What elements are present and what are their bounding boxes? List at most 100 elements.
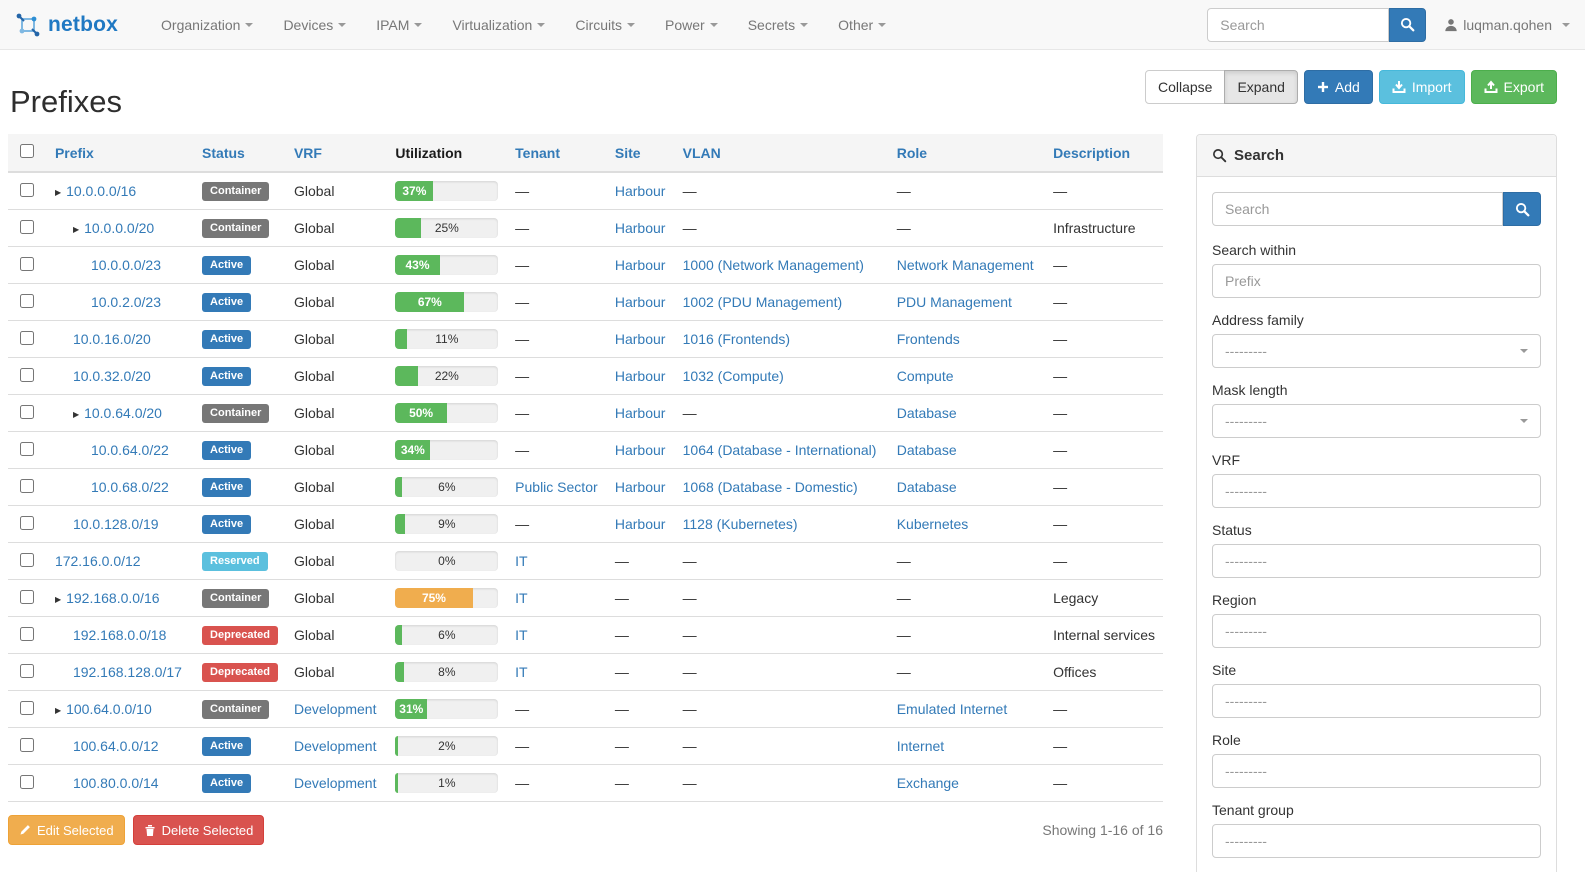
expand-arrow-icon[interactable] bbox=[55, 706, 61, 715]
mask-length-select[interactable]: --------- bbox=[1212, 404, 1541, 438]
status-badge[interactable]: Active bbox=[202, 330, 252, 349]
prefix-link[interactable]: 10.0.0.0/23 bbox=[90, 257, 161, 273]
prefix-link[interactable]: 10.0.68.0/22 bbox=[90, 479, 169, 495]
row-checkbox[interactable] bbox=[20, 182, 34, 197]
site-cell[interactable]: Harbour bbox=[614, 331, 666, 347]
delete-selected-button[interactable]: Delete Selected bbox=[132, 815, 265, 845]
expand-arrow-icon[interactable] bbox=[55, 595, 61, 604]
expand-arrow-icon[interactable] bbox=[73, 225, 79, 234]
row-checkbox[interactable] bbox=[20, 367, 34, 382]
select-all-checkbox[interactable] bbox=[20, 144, 34, 158]
vlan-cell[interactable]: 1016 (Frontends) bbox=[682, 331, 791, 347]
row-checkbox[interactable] bbox=[20, 774, 34, 789]
row-checkbox[interactable] bbox=[20, 626, 34, 641]
site-cell[interactable]: Harbour bbox=[614, 405, 666, 421]
add-button[interactable]: Add bbox=[1303, 70, 1373, 104]
expand-button[interactable]: Expand bbox=[1224, 70, 1298, 104]
vlan-cell[interactable]: 1032 (Compute) bbox=[682, 368, 784, 384]
nav-menu-power[interactable]: Power bbox=[650, 0, 733, 50]
tenant-cell[interactable]: IT bbox=[515, 590, 528, 606]
nav-menu-organization[interactable]: Organization bbox=[146, 0, 268, 50]
role-cell[interactable]: Network Management bbox=[896, 257, 1034, 273]
vlan-cell[interactable]: 1000 (Network Management) bbox=[682, 257, 864, 273]
prefix-link[interactable]: 100.80.0.0/14 bbox=[72, 775, 159, 791]
nav-menu-devices[interactable]: Devices bbox=[268, 0, 361, 50]
nav-menu-circuits[interactable]: Circuits bbox=[560, 0, 650, 50]
status-badge[interactable]: Reserved bbox=[202, 552, 268, 571]
prefix-link[interactable]: 10.0.64.0/20 bbox=[84, 405, 162, 421]
column-header-description[interactable]: Description bbox=[1045, 134, 1163, 173]
status-badge[interactable]: Active bbox=[202, 774, 252, 793]
role-cell[interactable]: Emulated Internet bbox=[896, 701, 1008, 717]
role-select[interactable]: --------- bbox=[1212, 754, 1541, 788]
expand-arrow-icon[interactable] bbox=[55, 188, 61, 197]
site-cell[interactable]: Harbour bbox=[614, 183, 666, 199]
site-cell[interactable]: Harbour bbox=[614, 516, 666, 532]
sidebar-search-input[interactable] bbox=[1212, 192, 1503, 226]
tenant-group-select[interactable]: --------- bbox=[1212, 824, 1541, 858]
status-badge[interactable]: Active bbox=[202, 441, 252, 460]
site-select[interactable]: --------- bbox=[1212, 684, 1541, 718]
column-header-prefix[interactable]: Prefix bbox=[46, 134, 195, 173]
status-badge[interactable]: Active bbox=[202, 737, 252, 756]
import-button[interactable]: Import bbox=[1378, 70, 1465, 104]
vrf-cell[interactable]: Development bbox=[293, 775, 377, 791]
prefix-link[interactable]: 172.16.0.0/12 bbox=[54, 553, 141, 569]
export-button[interactable]: Export bbox=[1470, 70, 1557, 104]
status-badge[interactable]: Active bbox=[202, 293, 252, 312]
prefix-link[interactable]: 100.64.0.0/10 bbox=[66, 701, 152, 717]
role-cell[interactable]: Frontends bbox=[896, 331, 960, 347]
role-cell[interactable]: Compute bbox=[896, 368, 954, 384]
status-badge[interactable]: Container bbox=[202, 219, 270, 238]
tenant-cell[interactable]: Public Sector bbox=[515, 479, 598, 495]
netbox-logo[interactable]: netbox bbox=[15, 12, 118, 38]
column-header-status[interactable]: Status bbox=[194, 134, 286, 173]
nav-menu-secrets[interactable]: Secrets bbox=[733, 0, 823, 50]
prefix-link[interactable]: 100.64.0.0/12 bbox=[72, 738, 159, 754]
prefix-link[interactable]: 10.0.2.0/23 bbox=[90, 294, 161, 310]
row-checkbox[interactable] bbox=[20, 219, 34, 234]
role-cell[interactable]: Database bbox=[896, 442, 957, 458]
expand-arrow-icon[interactable] bbox=[73, 410, 79, 419]
status-badge[interactable]: Active bbox=[202, 478, 252, 497]
row-checkbox[interactable] bbox=[20, 663, 34, 678]
row-checkbox[interactable] bbox=[20, 589, 34, 604]
prefix-link[interactable]: 192.168.0.0/16 bbox=[66, 590, 160, 606]
navbar-search-button[interactable] bbox=[1389, 7, 1427, 42]
column-header-vlan[interactable]: VLAN bbox=[674, 134, 889, 173]
row-checkbox[interactable] bbox=[20, 404, 34, 419]
prefix-link[interactable]: 10.0.0.0/16 bbox=[66, 183, 137, 199]
row-checkbox[interactable] bbox=[20, 293, 34, 308]
prefix-link[interactable]: 10.0.32.0/20 bbox=[72, 368, 151, 384]
vrf-select[interactable]: --------- bbox=[1212, 474, 1541, 508]
tenant-cell[interactable]: IT bbox=[515, 664, 528, 680]
nav-menu-virtualization[interactable]: Virtualization bbox=[437, 0, 560, 50]
vlan-cell[interactable]: 1068 (Database - Domestic) bbox=[682, 479, 858, 495]
edit-selected-button[interactable]: Edit Selected bbox=[8, 815, 125, 845]
vlan-cell[interactable]: 1128 (Kubernetes) bbox=[682, 516, 798, 532]
vrf-cell[interactable]: Development bbox=[293, 701, 377, 717]
status-badge[interactable]: Active bbox=[202, 515, 252, 534]
prefix-link[interactable]: 192.168.128.0/17 bbox=[72, 664, 182, 680]
status-badge[interactable]: Active bbox=[202, 367, 252, 386]
prefix-link[interactable]: 10.0.64.0/22 bbox=[90, 442, 169, 458]
tenant-cell[interactable]: IT bbox=[515, 553, 528, 569]
tenant-cell[interactable]: IT bbox=[515, 627, 528, 643]
prefix-link[interactable]: 192.168.0.0/18 bbox=[72, 627, 167, 643]
nav-menu-ipam[interactable]: IPAM bbox=[361, 0, 437, 50]
site-cell[interactable]: Harbour bbox=[614, 220, 666, 236]
collapse-button[interactable]: Collapse bbox=[1144, 70, 1226, 104]
site-cell[interactable]: Harbour bbox=[614, 479, 666, 495]
row-checkbox[interactable] bbox=[20, 552, 34, 567]
sidebar-search-button[interactable] bbox=[1503, 192, 1541, 226]
status-badge[interactable]: Container bbox=[202, 700, 270, 719]
row-checkbox[interactable] bbox=[20, 256, 34, 271]
status-badge[interactable]: Container bbox=[202, 589, 270, 608]
vlan-cell[interactable]: 1064 (Database - International) bbox=[682, 442, 877, 458]
vlan-cell[interactable]: 1002 (PDU Management) bbox=[682, 294, 843, 310]
row-checkbox[interactable] bbox=[20, 478, 34, 493]
navbar-search-input[interactable] bbox=[1207, 7, 1390, 42]
row-checkbox[interactable] bbox=[20, 330, 34, 345]
status-badge[interactable]: Deprecated bbox=[202, 626, 278, 645]
column-header-site[interactable]: Site bbox=[606, 134, 675, 173]
